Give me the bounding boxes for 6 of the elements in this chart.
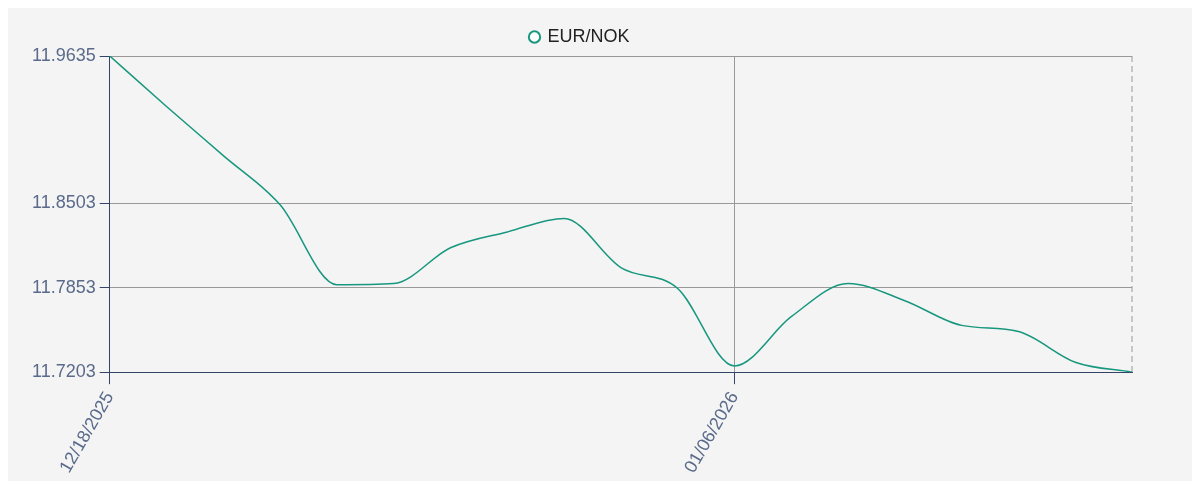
line-series <box>108 56 1133 373</box>
y-tick-label: 11.7203 <box>32 361 96 382</box>
y-tick-label: 11.9635 <box>32 44 96 65</box>
y-tick-label: 11.7853 <box>32 276 96 297</box>
y-tick-label: 11.8503 <box>32 192 96 213</box>
legend-label: EUR/NOK <box>547 25 630 46</box>
